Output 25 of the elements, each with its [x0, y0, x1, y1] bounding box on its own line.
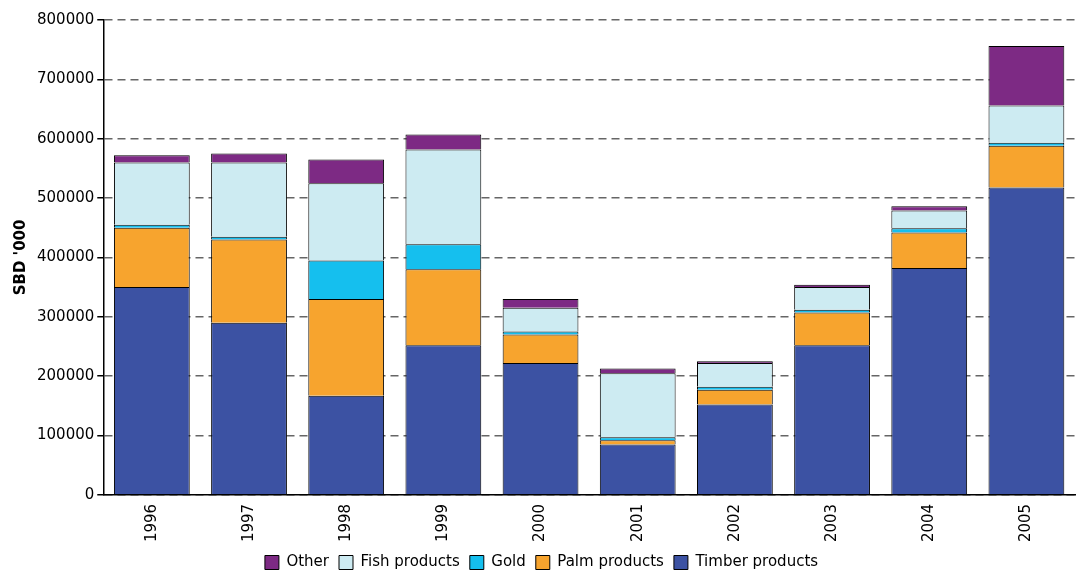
- y-tick-label: 400000: [37, 247, 95, 266]
- y-axis-title: SBD '000: [10, 219, 29, 296]
- y-tick-label: 800000: [37, 9, 95, 28]
- legend-label: Timber products: [694, 552, 819, 571]
- y-tick-label: 600000: [37, 128, 95, 147]
- legend-label: Gold: [491, 552, 526, 571]
- x-tick-label: 2004: [919, 503, 938, 543]
- y-tick-label: 0: [84, 484, 95, 503]
- x-tick-label: 1997: [238, 503, 257, 543]
- x-tick-label: 1998: [336, 503, 355, 543]
- legend-label: Fish products: [360, 552, 460, 571]
- legend-label: Palm products: [557, 552, 665, 571]
- x-tick-label: 1999: [433, 503, 452, 543]
- x-tick-label: 2000: [530, 503, 549, 543]
- x-tick-label: 2001: [627, 503, 646, 543]
- y-tick-label: 500000: [37, 187, 95, 206]
- x-tick-label: 2005: [1016, 503, 1035, 543]
- x-tick-label: 1996: [141, 503, 160, 543]
- x-tick-label: 2002: [724, 503, 743, 543]
- legend-label: Other: [286, 552, 330, 571]
- y-tick-label: 300000: [37, 306, 95, 325]
- x-tick-label: 2003: [821, 503, 840, 543]
- y-tick-label: 100000: [37, 425, 95, 444]
- y-tick-label: 700000: [37, 69, 95, 88]
- y-tick-label: 200000: [37, 366, 95, 385]
